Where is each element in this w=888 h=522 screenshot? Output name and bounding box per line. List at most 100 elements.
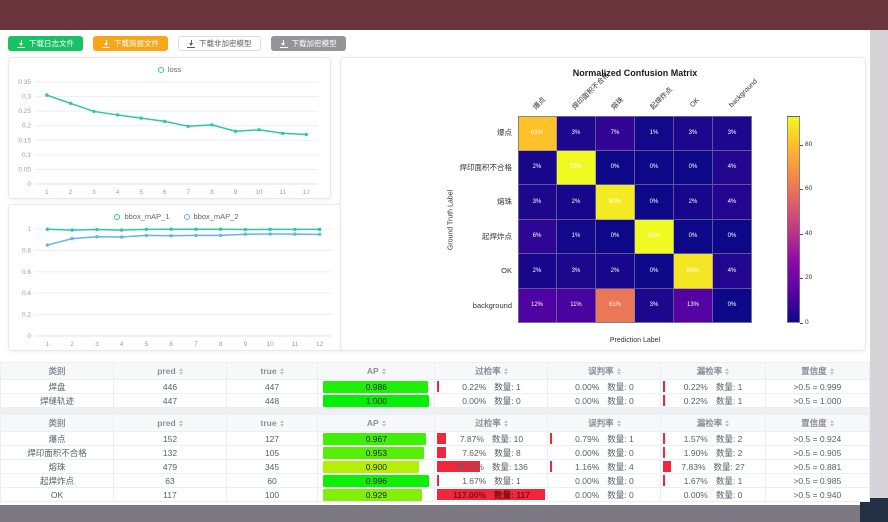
cell-confidence: >0.5 = 0.924	[764, 431, 871, 446]
cell-confidence: >0.5 = 0.999	[764, 379, 871, 394]
download-unencrypted-model-button[interactable]: 下载非加密模型	[178, 36, 261, 51]
column-header-true[interactable]: true	[225, 414, 319, 432]
legend-item-loss[interactable]: loss	[157, 63, 181, 76]
matrix-cell: 0%	[596, 150, 635, 185]
sort-caret-icon[interactable]	[725, 419, 730, 427]
column-header-label: 类别	[48, 366, 66, 376]
matrix-cell: 0%	[713, 288, 752, 323]
cell-overkill-rate: 7.62% 数量: 8	[434, 445, 549, 460]
svg-text:11: 11	[292, 341, 299, 348]
cell-misjudge-rate: 0.79% 数量: 1	[547, 431, 662, 446]
column-header-漏检率[interactable]: 漏检率	[660, 414, 766, 432]
matrix-cell: 3%	[557, 254, 596, 289]
colorbar-tick-label: 40	[805, 229, 813, 237]
column-header-AP[interactable]: AP	[317, 362, 436, 380]
ap-bar	[323, 474, 430, 487]
sort-caret-icon[interactable]	[503, 367, 508, 375]
matrix-cell-value: 4%	[727, 267, 737, 274]
svg-text:12: 12	[316, 341, 324, 348]
rate-count: 数量: 4	[607, 461, 634, 472]
matrix-cell: 4%	[713, 185, 752, 220]
legend-ring-icon	[157, 66, 164, 73]
matrix-cell-value: 2%	[532, 267, 542, 274]
cell-misjudge-rate: 0.00% 数量: 0	[547, 393, 662, 408]
rate-count: 数量: 2	[715, 447, 743, 458]
legend-item-bbox_mAP_1[interactable]: bbox_mAP_1	[114, 210, 170, 223]
download-encrypted-model-button[interactable]: 下载加密模型	[270, 36, 346, 51]
matrix-cell: 4%	[713, 254, 752, 289]
column-header-置信度[interactable]: 置信度	[764, 414, 871, 432]
rate-percent: 1.67%	[683, 475, 708, 486]
column-header-AP[interactable]: AP	[317, 414, 436, 432]
column-header-过检率[interactable]: 过检率	[434, 414, 549, 432]
cell-ap: 0.996	[317, 473, 436, 488]
sort-caret-icon[interactable]	[725, 367, 730, 375]
cell-confidence: >0.5 = 0.940	[764, 487, 871, 502]
matrix-cell-value: 6%	[532, 233, 542, 240]
rate-percent: 0.22%	[683, 395, 708, 406]
rate-count: 数量: 1	[715, 381, 743, 392]
cell-confidence: >0.5 = 0.881	[764, 459, 871, 474]
column-header-pred[interactable]: pred	[112, 414, 227, 432]
column-header-label: AP	[366, 418, 379, 428]
sort-caret-icon[interactable]	[829, 419, 834, 427]
matrix-cell-value: 0%	[610, 233, 620, 240]
matrix-cell: 2%	[518, 150, 557, 185]
cell-miss-rate: 0.22% 数量: 1	[660, 379, 766, 394]
results-table-weld: 类别 pred true AP 过检率 误判率 漏检率 置信度 焊盘 446 447 0.986 0.2…	[0, 362, 871, 408]
matrix-cell: 3%	[674, 116, 713, 151]
cell-ap: 0.986	[317, 379, 436, 394]
matrix-cell-value: 0%	[610, 164, 620, 171]
sort-caret-icon[interactable]	[616, 367, 621, 375]
legend-item-bbox_mAP_2[interactable]: bbox_mAP_2	[183, 210, 239, 223]
cell-overkill-rate: 7.87% 数量: 10	[434, 431, 549, 446]
cell-overkill-rate: 117.00% 数量: 117	[434, 487, 549, 502]
matrix-cell: 12%	[518, 288, 557, 323]
sort-caret-icon[interactable]	[381, 367, 386, 375]
download-report-button[interactable]: 下载简报文件	[93, 36, 168, 51]
loss-chart-card: loss 0 0.05 0.1 0.15 0.2 0.25 0.3 0.35 1 2 3 4 5 6 7 8 9…	[8, 57, 331, 199]
matrix-cell-value: 12%	[530, 302, 543, 309]
matrix-cell-value: 3%	[571, 267, 581, 274]
column-header-误判率[interactable]: 误判率	[547, 362, 662, 380]
download-log-button[interactable]: 下载日志文件	[8, 36, 83, 51]
column-header-置信度[interactable]: 置信度	[764, 362, 871, 380]
column-header-pred[interactable]: pred	[112, 362, 227, 380]
matrix-cell: 0%	[674, 219, 713, 254]
column-header-label: 漏检率	[696, 366, 723, 376]
sort-caret-icon[interactable]	[829, 367, 834, 375]
column-header-label: true	[260, 366, 277, 376]
ap-value: 1.000	[365, 395, 387, 406]
column-header-误判率[interactable]: 误判率	[547, 414, 662, 432]
sort-caret-icon[interactable]	[616, 419, 621, 427]
cell-class: 焊缝轨迹	[0, 393, 114, 408]
sort-caret-icon[interactable]	[279, 419, 284, 427]
cell-pred: 446	[112, 379, 227, 394]
sort-caret-icon[interactable]	[503, 419, 508, 427]
colorbar-tick-mark	[800, 278, 803, 280]
sort-caret-icon[interactable]	[279, 367, 284, 375]
matrix-cell: 2%	[518, 254, 557, 289]
svg-text:3: 3	[95, 341, 99, 348]
ap-bar	[323, 394, 430, 407]
map-chart: 0 0.2 0.4 0.6 0.8 1 1 2 3 4 5 6 7 8 9 10 11 12	[9, 223, 344, 350]
rate-bar	[550, 433, 553, 444]
matrix-cell: 6%	[518, 219, 557, 254]
colorbar-tick-mark	[800, 189, 803, 191]
column-header-漏检率[interactable]: 漏检率	[660, 362, 766, 380]
matrix-cell: 13%	[674, 288, 713, 323]
rate-percent: 117.00%	[452, 489, 487, 500]
rate-bar	[437, 381, 440, 392]
sort-caret-icon[interactable]	[178, 367, 183, 375]
cell-true: 60	[225, 473, 319, 488]
loss-chart-svg: 00.050.10.150.20.250.30.351 2 3 4 5 6 7 8 9 10 11 1…	[18, 79, 318, 196]
matrix-cell: 61%	[596, 288, 635, 323]
button-label: 下载日志文件	[29, 39, 74, 48]
sort-caret-icon[interactable]	[178, 419, 183, 427]
ap-bar	[323, 432, 426, 445]
column-header-true[interactable]: true	[225, 362, 319, 380]
matrix-cell: 93%	[635, 219, 674, 254]
sort-caret-icon[interactable]	[381, 419, 386, 427]
loss-chart: 0 0.05 0.1 0.15 0.2 0.25 0.3 0.35 1 2 3 4 5 6 7 8 9 10 11 1…	[9, 76, 330, 198]
column-header-过检率[interactable]: 过检率	[434, 362, 549, 380]
